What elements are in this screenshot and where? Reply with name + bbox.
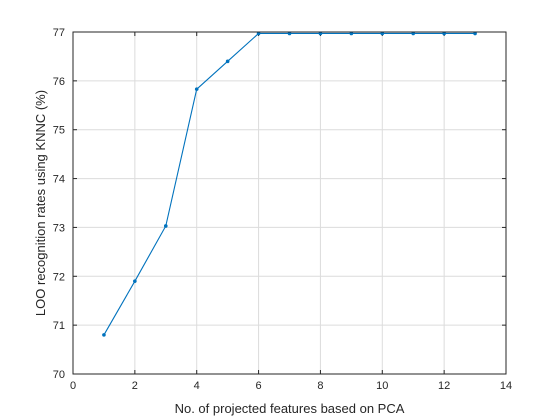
x-axis-label: No. of projected features based on PCA [175,401,405,416]
data-point [225,59,230,64]
y-tick-label: 74 [53,174,65,186]
y-axis-label: LOO recognition rates using KNNC (%) [33,90,48,316]
y-tick-label: 70 [53,369,65,381]
data-point [163,224,168,228]
y-tick-label: 72 [53,271,65,283]
x-tick-label: 10 [376,380,388,392]
x-tick-label: 0 [70,380,76,392]
y-tick-label: 75 [53,125,65,137]
data-point [194,87,199,91]
data-point [102,333,106,337]
data-point [133,279,137,283]
y-tick-label: 73 [53,222,65,234]
series [102,31,477,337]
data-point [380,31,385,36]
plot-area [72,31,507,375]
x-tick-label: 12 [438,380,450,392]
data-point [473,31,477,36]
data-point [411,31,416,36]
data-point [442,31,446,36]
data-point [318,31,323,36]
y-tick-labels: 70 71 72 73 74 75 76 77 [53,27,65,381]
x-tick-label: 2 [132,380,138,392]
plot-frame [72,31,507,375]
y-tick-label: 71 [53,320,65,332]
data-point [287,31,292,36]
x-tick-label: 8 [317,380,323,392]
x-tick-label: 14 [500,380,512,392]
y-tick-label: 76 [53,76,65,88]
x-tick-label: 4 [194,380,200,392]
data-point [349,31,354,36]
grid [72,31,507,375]
x-tick-labels: 0 2 4 6 8 10 12 14 [70,380,512,392]
x-tick-label: 6 [256,380,262,392]
data-point [256,31,261,36]
y-tick-label: 77 [53,27,65,39]
